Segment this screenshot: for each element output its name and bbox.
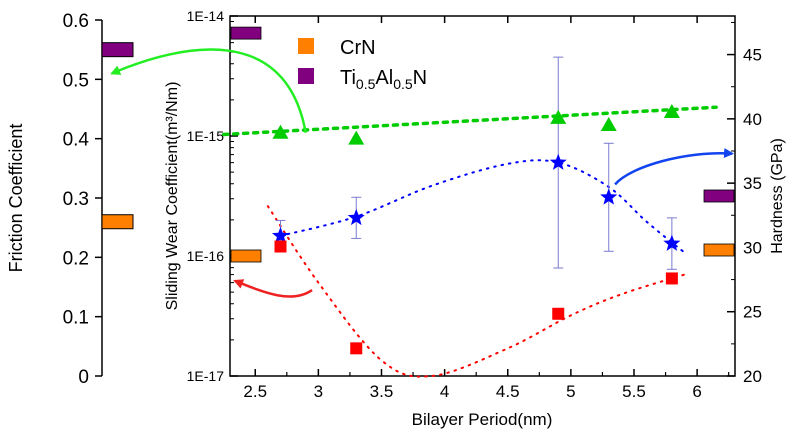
hardness-tick-label: 25 [743,303,762,322]
hardness-reference-marker [703,189,735,203]
x-tick-label: 4 [440,382,449,401]
friction-tick-label: 0.3 [63,189,89,210]
friction-ticks: 0 0.1 0.2 0.3 0.4 0.5 0.6 [63,11,102,388]
legend-label-tialn-sub2: 0.5 [393,76,413,92]
legend-label-tialn-sub1: 0.5 [356,76,376,92]
hardness-reference-marker [703,243,735,257]
hardness-tick-label: 30 [743,238,762,257]
legend-swatch-crn [298,38,314,54]
hardness-arrow [614,148,734,186]
wear-reference-marker [230,26,262,40]
friction-tick-label: 0.2 [63,248,89,269]
error-bars [275,56,677,270]
x-tick-label: 3.5 [370,382,394,401]
wear-point [274,240,287,253]
legend-label-tialn: Ti0.5Al0.5N [340,67,427,92]
hardness-tick-label: 20 [743,367,762,386]
hardness-axis-ticks: 20 25 30 35 40 45 [727,21,762,386]
wear-point [665,272,678,285]
wear-axis-ticks: 1E-17 1E-16 1E-15 1E-14 [187,8,238,384]
wear-point [350,342,363,355]
x-tick-label: 3 [314,382,323,401]
friction-axis-label: Friction Coefficient [6,124,26,273]
wear-reference-marker [230,249,262,263]
hardness-point [347,208,365,226]
friction-point [348,130,365,145]
legend: CrN Ti0.5Al0.5N [298,37,427,92]
friction-arrow [110,48,307,133]
wear-tick-label: 1E-16 [187,248,225,264]
hardness-point [271,226,290,244]
hardness-point [600,188,618,205]
friction-bars [101,42,134,230]
x-tick-label: 6 [692,382,701,401]
x-tick-label: 2.5 [243,382,267,401]
x-axis-label: Bilayer Period(nm) [412,410,553,429]
annotation-arrows [110,48,734,298]
plot-frame [229,15,736,377]
hardness-axis-label: Hardness (GPa) [769,138,786,254]
hardness-tick-label: 40 [743,110,762,129]
legend-label-tialn-n: N [413,67,427,89]
friction-tick-label: 0.5 [63,70,89,91]
x-axis-ticks: 2.5 3 3.5 4 4.5 5 5.5 6 [243,16,730,401]
hardness-tick-label: 35 [743,174,762,193]
friction-point [663,103,680,118]
x-tick-label: 4.5 [496,382,520,401]
friction-tick-label: 0.6 [63,11,89,32]
trend-line [266,205,686,378]
friction-tick-label: 0.1 [63,308,89,329]
friction-point [600,117,617,132]
hardness-point [549,153,567,170]
wear-arrow [233,279,313,298]
x-tick-label: 5.5 [622,382,646,401]
friction-point [272,124,289,139]
trend-line [279,159,686,254]
trend-line [221,105,718,137]
x-tick-label: 5 [566,382,575,401]
friction-panel: 0 0.1 0.2 0.3 0.4 0.5 0.6 Friction Coefficient [6,11,134,388]
wear-point [552,307,565,320]
legend-label-crn: CrN [340,37,376,59]
wear-tick-label: 1E-17 [187,368,225,384]
legend-swatch-tialn [298,68,314,84]
wear-axis-label: Sliding Wear Coefficient(m³/Nm) [164,82,181,311]
friction-tick-label: 0 [78,367,89,388]
hardness-tick-label: 45 [743,46,762,65]
friction-bar [101,214,134,230]
wear-tick-label: 1E-14 [187,8,225,24]
reference-markers [230,26,735,263]
trend-lines [221,105,718,378]
legend-label-tialn-al: Al [375,67,393,89]
legend-label-tialn-ti: Ti [340,67,356,89]
wear-tick-label: 1E-15 [187,128,225,144]
friction-point [550,109,567,124]
data-points [271,103,681,355]
friction-bar [101,42,134,58]
friction-tick-label: 0.4 [63,130,90,151]
hardness-point [663,234,681,251]
